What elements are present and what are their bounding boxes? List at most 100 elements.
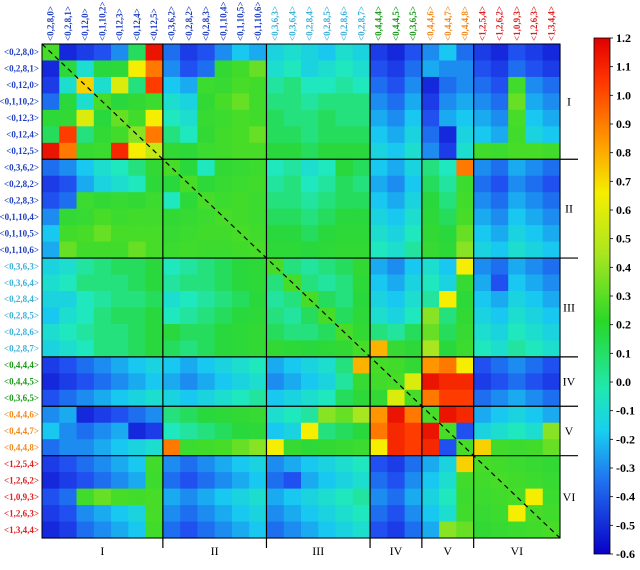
heatmap-cell bbox=[301, 323, 319, 341]
heatmap-cell bbox=[249, 356, 268, 374]
heatmap-cell bbox=[214, 323, 233, 341]
heatmap-cell bbox=[387, 93, 406, 111]
heatmap-cell bbox=[421, 521, 440, 539]
x-tick-label: <0,4,4,7> bbox=[443, 6, 453, 41]
heatmap-cell bbox=[301, 274, 319, 292]
heatmap-cell bbox=[318, 505, 337, 523]
heatmap-cell bbox=[283, 159, 302, 177]
heatmap-cell bbox=[180, 192, 198, 210]
heatmap-cell bbox=[508, 488, 527, 506]
heatmap-cell bbox=[525, 373, 544, 391]
heatmap-cell bbox=[508, 340, 527, 358]
heatmap-cell bbox=[249, 488, 268, 506]
heatmap-cell bbox=[387, 159, 406, 177]
heatmap-cell bbox=[162, 208, 181, 226]
heatmap-cell bbox=[387, 488, 406, 506]
heatmap-cell bbox=[214, 126, 233, 144]
heatmap-cell bbox=[370, 488, 388, 506]
colorbar-tick-label: 0.8 bbox=[616, 146, 631, 160]
heatmap-cell bbox=[490, 439, 509, 457]
heatmap-cell bbox=[352, 373, 371, 391]
heatmap-cell bbox=[439, 356, 457, 374]
heatmap-cell bbox=[490, 175, 509, 193]
heatmap-cell bbox=[404, 109, 423, 127]
heatmap-cell bbox=[214, 159, 233, 177]
heatmap-cell bbox=[370, 323, 388, 341]
heatmap-cell bbox=[301, 472, 319, 490]
heatmap-cell bbox=[162, 472, 181, 490]
heatmap-cell bbox=[42, 258, 60, 276]
heatmap-cell bbox=[335, 439, 354, 457]
heatmap-cell bbox=[301, 126, 319, 144]
heatmap-cell bbox=[370, 307, 388, 325]
heatmap-cell bbox=[266, 472, 285, 490]
heatmap-cell bbox=[404, 126, 423, 144]
heatmap-cell bbox=[162, 291, 181, 309]
heatmap-cell bbox=[352, 274, 371, 292]
heatmap-cell bbox=[525, 356, 544, 374]
heatmap-cell bbox=[352, 291, 371, 309]
heatmap-cell bbox=[145, 505, 164, 523]
y-tick-label: <1,2,6,3> bbox=[4, 508, 39, 518]
heatmap-cell bbox=[214, 192, 233, 210]
heatmap-cell bbox=[59, 159, 78, 177]
heatmap-cell bbox=[542, 76, 561, 94]
heatmap-cell bbox=[439, 472, 457, 490]
heatmap-cell bbox=[197, 258, 216, 276]
heatmap-cell bbox=[249, 159, 268, 177]
heatmap-cell bbox=[456, 274, 475, 292]
heatmap-cell bbox=[370, 142, 388, 160]
heatmap-cell bbox=[93, 109, 112, 127]
heatmap-cell bbox=[162, 93, 181, 111]
y-tick-label: <0,3,6,2> bbox=[4, 163, 39, 173]
heatmap-cell bbox=[59, 373, 78, 391]
heatmap-cell bbox=[456, 76, 475, 94]
heatmap-cell bbox=[439, 159, 457, 177]
heatmap-cell bbox=[162, 323, 181, 341]
heatmap-cell bbox=[490, 126, 509, 144]
heatmap-cell bbox=[283, 373, 302, 391]
x-tick-label: <0,2,8,6> bbox=[339, 6, 349, 41]
heatmap-cell bbox=[266, 422, 285, 440]
heatmap-cell bbox=[370, 373, 388, 391]
heatmap-cell bbox=[266, 142, 285, 160]
heatmap-cell bbox=[525, 439, 544, 457]
heatmap-cell bbox=[387, 406, 406, 424]
heatmap-cell bbox=[473, 44, 492, 62]
heatmap-cell bbox=[249, 175, 268, 193]
heatmap-cell bbox=[111, 274, 129, 292]
heatmap-cell bbox=[93, 225, 112, 243]
heatmap-cell bbox=[93, 76, 112, 94]
heatmap-cell bbox=[266, 126, 285, 144]
heatmap-cell bbox=[352, 142, 371, 160]
heatmap-cell bbox=[93, 175, 112, 193]
heatmap-cell bbox=[439, 44, 457, 62]
heatmap-cell bbox=[231, 439, 250, 457]
heatmap-cell bbox=[231, 109, 250, 127]
heatmap-cell bbox=[76, 274, 95, 292]
heatmap-cell bbox=[145, 274, 164, 292]
heatmap-cell bbox=[76, 241, 95, 259]
y-tick-label: <1,3,4,4> bbox=[4, 525, 39, 535]
heatmap-cell bbox=[439, 60, 457, 78]
heatmap-cell bbox=[249, 76, 268, 94]
heatmap-cell bbox=[180, 455, 198, 473]
heatmap-cell bbox=[180, 159, 198, 177]
heatmap-cell bbox=[370, 389, 388, 407]
heatmap-cell bbox=[162, 356, 181, 374]
heatmap-cell bbox=[404, 258, 423, 276]
group-separators bbox=[42, 44, 578, 548]
heatmap-cell bbox=[76, 323, 95, 341]
heatmap-cell bbox=[335, 521, 354, 539]
heatmap-cell bbox=[525, 258, 544, 276]
heatmap-cell bbox=[42, 175, 60, 193]
heatmap-cell bbox=[249, 225, 268, 243]
heatmap-cell bbox=[404, 76, 423, 94]
heatmap-cell bbox=[439, 274, 457, 292]
heatmap-cell bbox=[76, 175, 95, 193]
heatmap-cell bbox=[266, 455, 285, 473]
heatmap-cell bbox=[473, 422, 492, 440]
heatmap-cell bbox=[59, 192, 78, 210]
heatmap-cell bbox=[508, 274, 527, 292]
heatmap-cell bbox=[231, 488, 250, 506]
